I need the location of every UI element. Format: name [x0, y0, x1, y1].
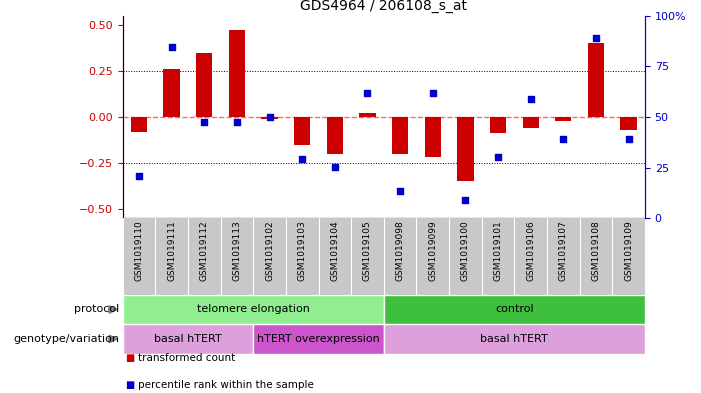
Bar — [261, 117, 278, 119]
Point — [133, 173, 144, 179]
Point — [492, 154, 503, 160]
Point — [329, 163, 341, 170]
Text: GSM1019099: GSM1019099 — [428, 220, 437, 281]
Bar — [490, 117, 506, 134]
Bar — [522, 117, 539, 128]
Bar — [123, 324, 253, 354]
Bar — [457, 117, 474, 181]
Text: GSM1019102: GSM1019102 — [265, 220, 274, 281]
Text: GSM1019101: GSM1019101 — [494, 220, 503, 281]
Point — [395, 187, 406, 194]
Point — [558, 136, 569, 142]
Bar — [131, 117, 147, 132]
Title: GDS4964 / 206108_s_at: GDS4964 / 206108_s_at — [300, 0, 468, 13]
Text: basal hTERT: basal hTERT — [154, 334, 222, 344]
Point — [264, 114, 275, 120]
Bar — [294, 117, 311, 145]
Text: GSM1019100: GSM1019100 — [461, 220, 470, 281]
Text: GSM1019106: GSM1019106 — [526, 220, 535, 281]
Text: transformed count: transformed count — [138, 353, 236, 363]
Text: GSM1019112: GSM1019112 — [200, 220, 209, 281]
Bar — [555, 117, 571, 121]
Bar — [327, 117, 343, 154]
Bar — [163, 69, 179, 117]
Bar — [229, 30, 245, 117]
Bar — [360, 113, 376, 117]
Text: GSM1019103: GSM1019103 — [298, 220, 307, 281]
Bar — [392, 117, 408, 154]
Point — [590, 35, 601, 41]
Bar — [253, 324, 384, 354]
Text: telomere elongation: telomere elongation — [197, 305, 310, 314]
Text: GSM1019111: GSM1019111 — [167, 220, 176, 281]
Text: ■: ■ — [125, 353, 134, 363]
Text: GSM1019107: GSM1019107 — [559, 220, 568, 281]
Text: protocol: protocol — [74, 305, 119, 314]
Text: control: control — [495, 305, 533, 314]
Text: GSM1019113: GSM1019113 — [233, 220, 241, 281]
Text: percentile rank within the sample: percentile rank within the sample — [138, 380, 314, 390]
Bar — [384, 324, 645, 354]
Text: GSM1019109: GSM1019109 — [624, 220, 633, 281]
Point — [166, 44, 177, 50]
Point — [623, 136, 634, 142]
Point — [427, 90, 438, 96]
Bar — [196, 53, 212, 117]
Point — [198, 119, 210, 126]
Text: GSM1019098: GSM1019098 — [395, 220, 404, 281]
Point — [525, 95, 536, 102]
Bar — [620, 117, 637, 130]
Text: GSM1019105: GSM1019105 — [363, 220, 372, 281]
Bar — [588, 43, 604, 117]
Bar — [123, 295, 384, 324]
Bar — [425, 117, 441, 157]
Point — [460, 196, 471, 203]
Point — [297, 156, 308, 162]
Text: GSM1019104: GSM1019104 — [330, 220, 339, 281]
Text: hTERT overexpression: hTERT overexpression — [257, 334, 380, 344]
Bar — [384, 295, 645, 324]
Text: basal hTERT: basal hTERT — [480, 334, 548, 344]
Text: ■: ■ — [125, 380, 134, 390]
Text: GSM1019108: GSM1019108 — [592, 220, 601, 281]
Point — [362, 90, 373, 96]
Text: genotype/variation: genotype/variation — [13, 334, 119, 344]
Point — [231, 119, 243, 126]
Text: GSM1019110: GSM1019110 — [135, 220, 144, 281]
